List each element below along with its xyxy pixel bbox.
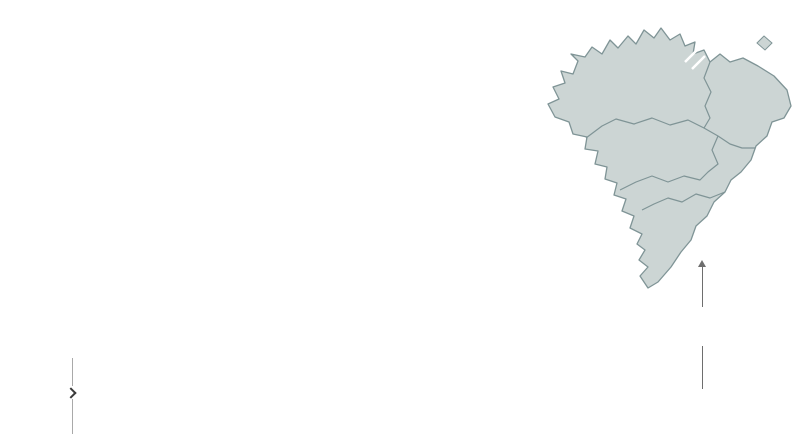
brazil-map (547, 27, 792, 289)
arrow-right-glyph (65, 386, 77, 399)
island-shape (756, 35, 773, 51)
brasil-callout-line-bottom (702, 346, 703, 389)
arrow-right-icon (65, 386, 79, 399)
region-borders (585, 61, 755, 211)
brazil-outline (547, 27, 792, 289)
arrow-up-icon (698, 260, 706, 267)
brasil-callout-line-top (702, 267, 703, 307)
river-mouth-marks (684, 48, 706, 70)
